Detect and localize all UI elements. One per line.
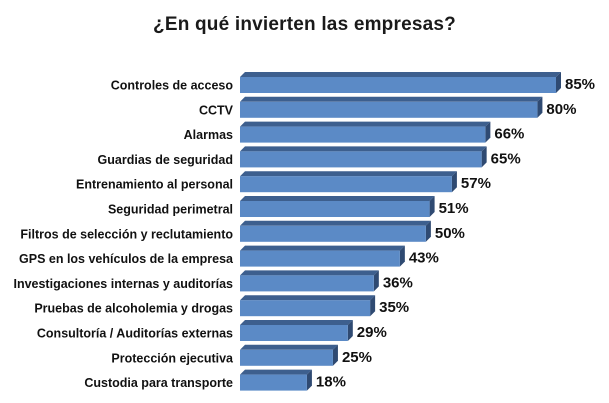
category-label: Guardias de seguridad xyxy=(98,153,233,167)
category-label: Consultoría / Auditorías externas xyxy=(37,327,233,341)
bar xyxy=(240,151,482,168)
bar-group: Investigaciones internas y auditorías 36% xyxy=(13,270,413,292)
data-label: 57% xyxy=(461,175,491,192)
bar-group: Seguridad perimetral 51% xyxy=(108,196,469,217)
category-label: Entrenamiento al personal xyxy=(76,178,233,192)
bar-side-face xyxy=(429,196,435,217)
bar-group: Entrenamiento al personal 57% xyxy=(76,171,491,193)
bar-side-face xyxy=(373,270,379,292)
bar-top-face xyxy=(240,344,338,350)
data-label: 25% xyxy=(342,349,372,366)
bar-top-face xyxy=(240,369,312,375)
bar-group: CCTV 80% xyxy=(199,96,576,118)
category-label: CCTV xyxy=(199,103,234,117)
data-label: 29% xyxy=(357,324,387,341)
category-label: Alarmas xyxy=(184,128,233,142)
bar-group: Pruebas de alcoholemia y drogas 35% xyxy=(34,295,409,317)
data-label: 65% xyxy=(491,150,521,167)
bar-group: Controles de acceso 85% xyxy=(111,72,595,93)
category-label: Filtros de selección y reclutamiento xyxy=(20,227,233,241)
bar-top-face xyxy=(240,146,487,152)
bar-side-face xyxy=(347,320,353,341)
data-label: 66% xyxy=(494,126,524,143)
bar-top-face xyxy=(240,245,405,251)
bar xyxy=(240,176,452,193)
bar-side-face xyxy=(332,344,338,366)
bar-group: Consultoría / Auditorías externas 29% xyxy=(37,320,387,341)
bar-side-face xyxy=(425,220,431,242)
bar-side-face xyxy=(537,96,543,118)
bar-side-face xyxy=(306,369,312,391)
bar-top-face xyxy=(240,72,561,77)
category-label: Seguridad perimetral xyxy=(108,203,233,217)
bar-side-face xyxy=(370,295,376,317)
category-label: Custodia para transporte xyxy=(84,376,233,390)
bar xyxy=(240,101,538,118)
bar-group: Custodia para transporte 18% xyxy=(84,369,346,391)
category-label: GPS en los vehículos de la empresa xyxy=(19,252,234,266)
bar-top-face xyxy=(240,96,543,102)
bar-group: Filtros de selección y reclutamiento 50% xyxy=(20,220,465,242)
bar-top-face xyxy=(240,220,431,226)
bar xyxy=(240,374,307,391)
data-label: 80% xyxy=(546,101,576,118)
chart-title: ¿En qué invierten las empresas? xyxy=(153,14,456,35)
data-label: 50% xyxy=(435,225,465,242)
bar-group: Guardias de seguridad 65% xyxy=(98,146,521,168)
bar xyxy=(240,325,348,341)
bar-side-face xyxy=(556,72,561,93)
bar-side-face xyxy=(485,121,491,143)
bar xyxy=(240,250,400,267)
bar xyxy=(240,349,333,366)
category-label: Pruebas de alcoholemia y drogas xyxy=(34,302,233,316)
bar-top-face xyxy=(240,171,457,177)
bar xyxy=(240,201,430,217)
bar-group: GPS en los vehículos de la empresa 43% xyxy=(19,245,439,267)
bar-side-face xyxy=(451,171,457,193)
bar-side-face xyxy=(481,146,487,168)
bar-top-face xyxy=(240,196,435,201)
bar-top-face xyxy=(240,121,491,127)
bar-top-face xyxy=(240,270,379,276)
data-label: 18% xyxy=(316,374,346,391)
category-label: Investigaciones internas y auditorías xyxy=(13,277,233,291)
category-label: Protección ejecutiva xyxy=(111,351,234,365)
data-label: 51% xyxy=(439,200,469,217)
bar xyxy=(240,225,426,242)
bar-top-face xyxy=(240,320,353,325)
data-label: 35% xyxy=(379,299,409,316)
bar-side-face xyxy=(399,245,405,267)
bar xyxy=(240,300,371,317)
bar xyxy=(240,126,486,143)
bar xyxy=(240,77,556,93)
bar xyxy=(240,275,374,292)
category-label: Controles de acceso xyxy=(111,79,234,93)
bar-group: Protección ejecutiva 25% xyxy=(111,344,372,366)
data-label: 85% xyxy=(565,76,595,93)
bar-group: Alarmas 66% xyxy=(184,121,524,143)
bar-top-face xyxy=(240,295,376,301)
data-label: 36% xyxy=(383,274,413,291)
data-label: 43% xyxy=(409,250,439,267)
